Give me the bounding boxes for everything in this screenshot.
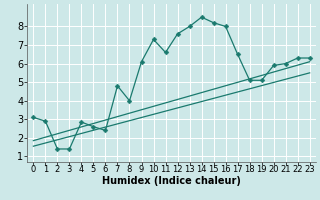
X-axis label: Humidex (Indice chaleur): Humidex (Indice chaleur) <box>102 176 241 186</box>
